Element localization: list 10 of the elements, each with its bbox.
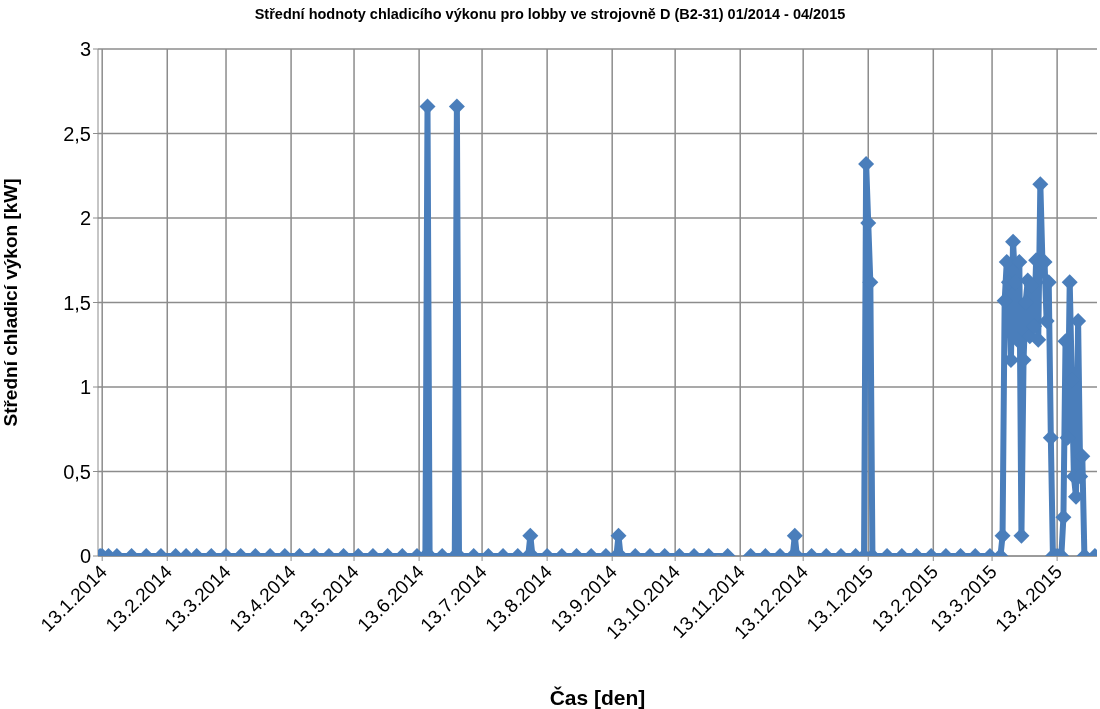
- y-tick-label: 0: [79, 545, 91, 568]
- y-tick-label: 1,5: [63, 291, 91, 314]
- x-axis-title: Čas [den]: [549, 686, 646, 709]
- y-tick-label: 1: [79, 376, 91, 399]
- y-tick-label: 2,5: [63, 122, 91, 145]
- y-tick-label: 0,5: [63, 460, 91, 483]
- y-axis-title: Střední chladicí výkon [kW]: [0, 178, 21, 427]
- y-tick-label: 3: [79, 38, 91, 61]
- y-tick-label: 2: [79, 207, 91, 230]
- chart-title: Střední hodnoty chladicího výkonu pro lobby ve strojovně D (B2-31) 01/2014 - 04/2015: [253, 6, 847, 22]
